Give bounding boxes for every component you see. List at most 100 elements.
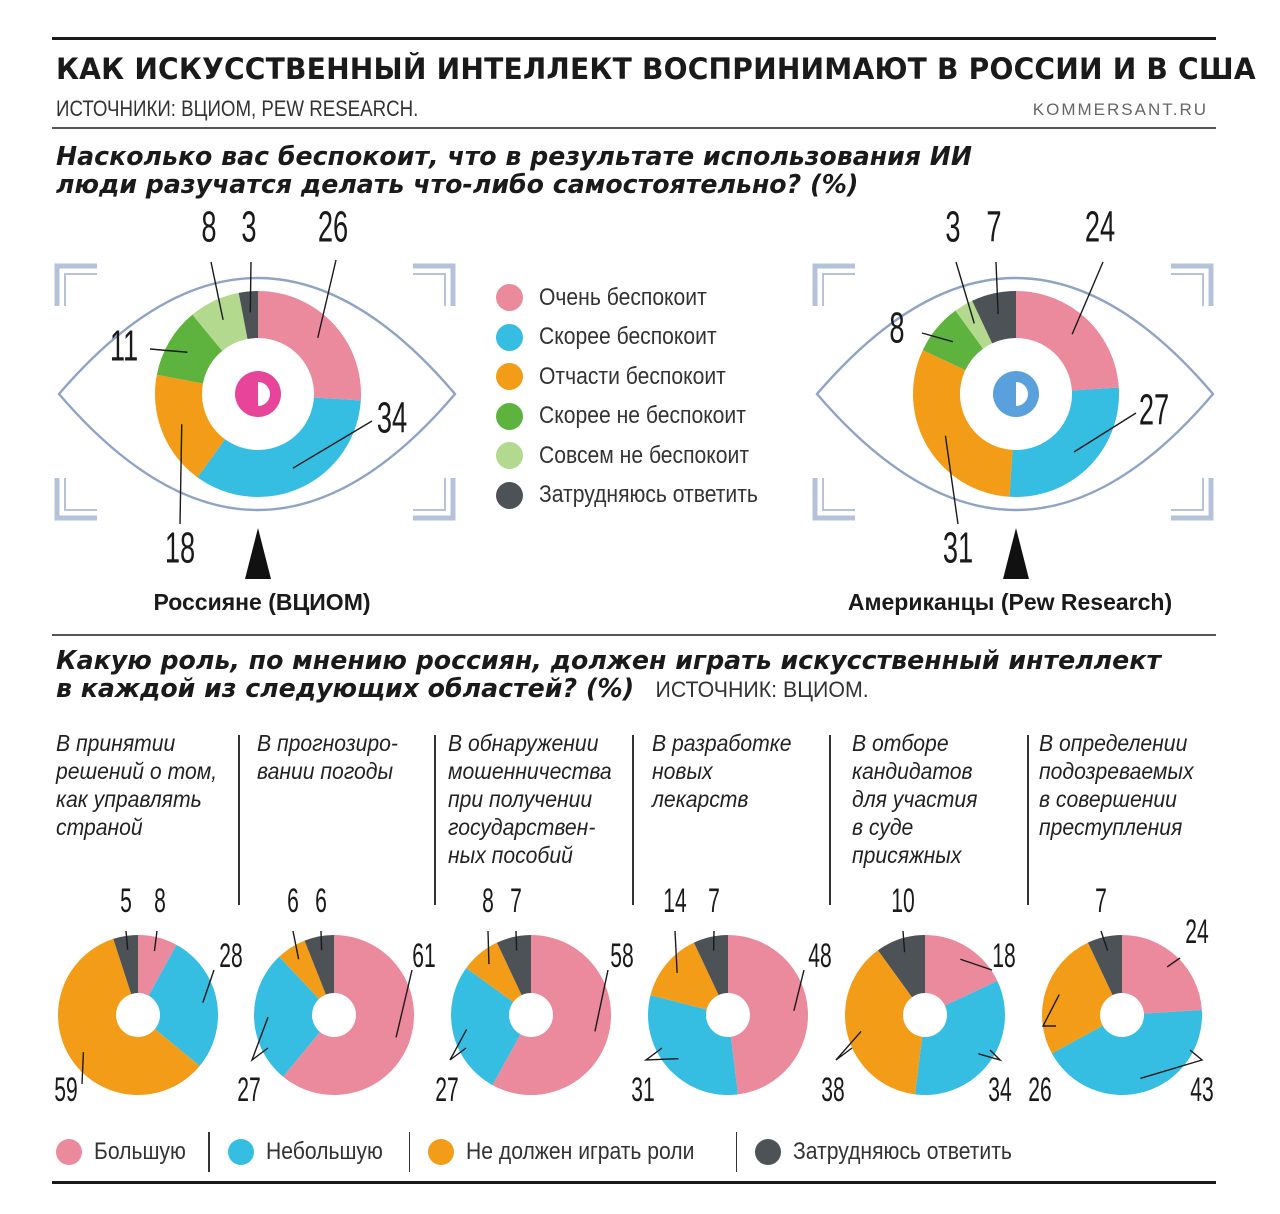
donut-1-slice-0: [283, 935, 414, 1095]
eye-slice-0: [258, 291, 361, 401]
leader-line: [210, 261, 224, 320]
legend-item-big: Большую: [56, 1138, 198, 1166]
legend-dot: [496, 323, 523, 351]
leader-line: [995, 261, 999, 315]
sources-line: ИСТОЧНИКИ: ВЦИОМ, PEW RESEARCH.: [56, 96, 419, 121]
legend-dot: [496, 284, 523, 312]
leader-line: [955, 261, 975, 324]
value-label: 3: [945, 202, 960, 251]
value-label: 6: [287, 881, 299, 919]
value-label: 31: [943, 523, 973, 572]
leader-line: [835, 1030, 862, 1061]
eye-slice-5: [238, 291, 258, 339]
leader-line: [487, 930, 490, 965]
leader-line: [320, 930, 323, 951]
legend-item-small: Небольшую: [227, 1138, 399, 1166]
eye-outline: [57, 276, 457, 512]
category-label-country: В принятии решений о том, как управлять …: [56, 730, 218, 840]
leader-line: [793, 969, 805, 1012]
question-2-line1: Какую роль, по мнению россиян, должен иг…: [56, 646, 1161, 676]
value-label: 8: [482, 881, 494, 919]
legend-dot: [496, 442, 523, 470]
legend-item-hard-to-say: Затрудняюсь ответить: [755, 1138, 1042, 1166]
pointer-triangle: [245, 528, 271, 579]
legend-item-very-concerned: Очень беспокоит: [496, 278, 788, 318]
frame-corner-inner: [413, 478, 446, 511]
category-label-suspects: В определении подозреваемых в совершении…: [1039, 730, 1194, 840]
frame-corner-inner: [1171, 478, 1204, 511]
value-label: 14: [663, 881, 686, 919]
value-label: 24: [1085, 202, 1115, 251]
leader-line: [921, 332, 954, 343]
column-separator: [238, 735, 240, 905]
value-label: 5: [120, 881, 132, 919]
donut-5-slice-3: [1087, 935, 1122, 996]
eye-slice-3: [156, 314, 223, 384]
site-link[interactable]: KOMMERSANT.RU: [1032, 100, 1208, 119]
value-label: 27: [435, 1070, 458, 1108]
leader-line: [1140, 1049, 1204, 1080]
eye-slice-5: [972, 291, 1016, 344]
legend-item-no-role: Не должен играть роли: [428, 1138, 726, 1166]
leader-line: [674, 930, 678, 973]
value-label: 61: [412, 936, 435, 974]
legend-dot: [428, 1139, 455, 1165]
value-label: 7: [708, 881, 720, 919]
leader-line: [978, 1049, 1003, 1062]
frame-corner-inner: [413, 273, 446, 306]
value-label: 59: [54, 1070, 77, 1108]
frame-corner-inner: [64, 273, 97, 306]
column-separator: [632, 735, 634, 905]
legend-dot: [227, 1139, 254, 1165]
value-label: 24: [1185, 912, 1208, 950]
leader-line: [960, 958, 993, 971]
eye-label-russians: Россияне (ВЦИОМ): [153, 589, 371, 615]
question-2-source: ИСТОЧНИК: ВЦИОМ.: [655, 677, 869, 702]
leader-line: [594, 969, 609, 1032]
question-2-line2: в каждой из следующих областей? (%): [56, 674, 635, 704]
donut-4-slice-1: [914, 980, 1005, 1095]
frame-corner: [812, 478, 855, 521]
legend-item-hard-to-say: Затрудняюсь ответить: [496, 476, 788, 516]
leader-line: [515, 930, 518, 951]
legend-item-rather-not-concerned: Скорее не беспокоит: [496, 397, 788, 437]
column-separator: [434, 735, 436, 905]
legend-separator: [735, 1132, 738, 1172]
legend-separator: [408, 1132, 411, 1172]
donut-0-slice-0: [138, 935, 177, 996]
frame-corner: [54, 478, 97, 521]
value-label: 26: [1028, 1070, 1051, 1108]
donut-2-slice-3: [496, 935, 531, 996]
column-separator: [829, 735, 831, 905]
eye-chart-russians: 26 34 18 11 8 3: [54, 202, 457, 579]
donut-1-slice-1: [253, 956, 320, 1077]
value-label: 7: [986, 202, 1001, 251]
leader-line: [202, 969, 215, 1003]
pupil-highlight: [258, 382, 270, 406]
eye-slice-4: [192, 292, 248, 351]
leader-line: [292, 930, 300, 960]
eye-slice-1: [197, 397, 361, 497]
frame-corner-inner: [822, 273, 855, 306]
category-label-fraud: В обнаружении мошенничества при получени…: [448, 730, 612, 868]
value-label: 34: [377, 393, 407, 442]
leader-line: [643, 1047, 679, 1061]
donut-0-slice-1: [148, 944, 218, 1066]
leader-line: [81, 1052, 85, 1085]
eye-outline: [815, 276, 1215, 512]
donut-3-slice-0: [728, 935, 808, 1095]
value-label: 8: [154, 881, 166, 919]
section-rule: [52, 634, 1216, 636]
page-title: КАК ИСКУССТВЕННЫЙ ИНТЕЛЛЕКТ ВОСПРИНИМАЮТ…: [56, 52, 1256, 86]
leader-line: [1041, 994, 1060, 1027]
eye-slice-4: [955, 300, 993, 349]
donut-4-slice-3: [877, 935, 925, 998]
question-2: Какую роль, по мнению россиян, должен иг…: [56, 647, 1161, 704]
value-label: 8: [201, 202, 216, 251]
leader-line: [179, 424, 183, 525]
legend-role: Большую Небольшую Не должен играть роли …: [56, 1132, 1042, 1172]
donut-0-slice-3: [113, 935, 138, 995]
frame-corner: [54, 263, 97, 306]
value-label: 8: [889, 303, 904, 352]
